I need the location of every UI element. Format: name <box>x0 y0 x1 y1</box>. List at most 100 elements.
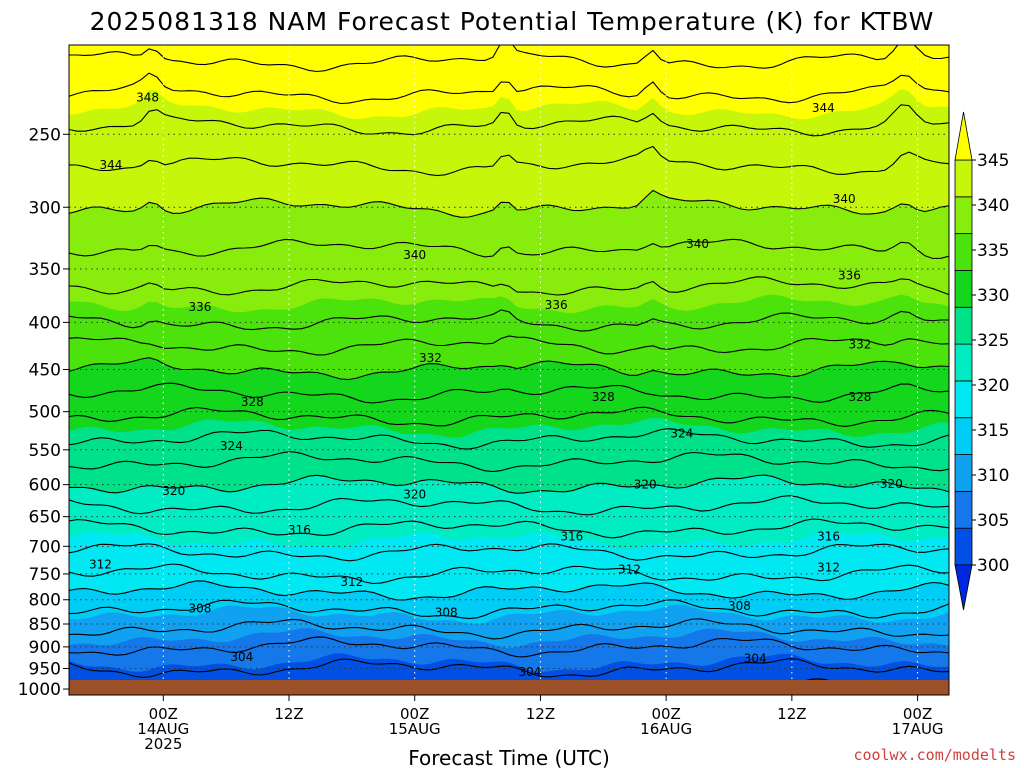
isentrope-302 <box>69 658 949 678</box>
y-axis: 250 300 350 400 450 500 550 600 650 700 750 800 850 9… <box>18 125 69 700</box>
y-tick-label: 350 <box>29 260 61 280</box>
colorbar-tick-label: 335 <box>977 241 1009 261</box>
contour-label: 320 <box>162 484 185 498</box>
contour-label: 316 <box>288 523 311 537</box>
credit-text: coolwx.com/modelts <box>853 746 1016 764</box>
contour-label: 344 <box>99 158 122 172</box>
isentrope-328 <box>69 382 949 404</box>
contour-labels: 348 344 344 340 340 340 336 336 336 332 332 328 328 3… <box>89 90 903 679</box>
y-tick-label: 650 <box>29 508 61 528</box>
x-tick-label: 17AUG <box>892 720 944 738</box>
contour-label: 304 <box>230 650 253 664</box>
y-tick-label: 550 <box>29 441 61 461</box>
x-tick-label: 00Z <box>651 705 680 723</box>
isentrope-314 <box>69 543 949 562</box>
colorbar-box <box>954 527 973 566</box>
contour-label: 308 <box>435 606 458 620</box>
colorbar-box <box>954 196 973 235</box>
colorbar-tick-label: 325 <box>977 331 1009 351</box>
isentrope-342 <box>69 145 949 177</box>
isentrope-326 <box>69 406 949 427</box>
isentrope-330 <box>69 357 949 381</box>
colorbar-extend-max <box>954 111 973 161</box>
isentrope-312 <box>69 563 949 585</box>
colorbar-box <box>954 270 973 308</box>
contour-label: 328 <box>241 395 264 409</box>
colorbar-extend-min <box>954 564 973 611</box>
contour-label: 324 <box>670 426 693 440</box>
contour-label: 328 <box>592 390 615 404</box>
colorbar-box <box>954 454 973 492</box>
y-tick-label: 950 <box>29 660 61 680</box>
contour-label: 308 <box>728 599 751 613</box>
contour-label: 312 <box>89 558 112 572</box>
y-tick-label: 400 <box>29 313 61 333</box>
isentrope-304 <box>69 636 949 658</box>
isentrope-346 <box>69 72 949 105</box>
contour-label: 340 <box>833 192 856 206</box>
y-tick-label: 1000 <box>18 680 61 700</box>
contour-label: 308 <box>188 602 211 616</box>
x-tick-label: 12Z <box>526 705 555 723</box>
isentrope-334 <box>69 309 949 332</box>
colorbar-box <box>954 343 973 382</box>
colorbar: 345 340 335 330 325 320 315 310 305 300 <box>954 111 1009 611</box>
x-tick-label: 14AUG <box>137 720 189 738</box>
isentrope-306 <box>69 618 949 640</box>
contour-label: 304 <box>518 665 541 679</box>
contour-label: 344 <box>812 101 835 115</box>
isentrope-316 <box>69 518 949 539</box>
colorbar-box <box>954 233 973 271</box>
y-tick-label: 250 <box>29 125 61 145</box>
terrain-strip <box>69 680 949 695</box>
contour-label: 336 <box>838 269 861 283</box>
isentrope-344 <box>69 104 949 137</box>
contour-label: 324 <box>220 439 243 453</box>
contour-label: 340 <box>403 248 426 262</box>
isentrope-318 <box>69 495 949 516</box>
y-tick-label: 600 <box>29 476 61 496</box>
colorbar-tick-label: 300 <box>977 556 1009 576</box>
contour-lines <box>69 45 949 695</box>
isentrope-332 <box>69 335 949 356</box>
contour-label: 304 <box>744 652 767 666</box>
grid-lines <box>69 45 949 695</box>
x-tick-label: 12Z <box>777 705 806 723</box>
contour-label: 320 <box>880 477 903 491</box>
colorbar-box <box>954 380 973 419</box>
isentrope-322 <box>69 451 949 473</box>
x-tick-label: 2025 <box>144 735 182 753</box>
y-tick-label: 850 <box>29 615 61 635</box>
contour-label: 320 <box>403 488 426 502</box>
x-tick-label: 12Z <box>274 705 303 723</box>
contour-label: 316 <box>560 529 583 543</box>
chart-title: 2025081318 NAM Forecast Potential Temper… <box>90 7 935 36</box>
colorbar-tick-label: 330 <box>977 286 1009 306</box>
y-tick-label: 900 <box>29 638 61 658</box>
colorbar-tick-label: 310 <box>977 466 1009 486</box>
y-tick-label: 700 <box>29 537 61 557</box>
contour-label: 336 <box>545 298 568 312</box>
isentrope-310 <box>69 580 949 601</box>
colorbar-tick-label: 340 <box>977 196 1009 216</box>
colorbar-tick-label: 320 <box>977 376 1009 396</box>
contour-label: 312 <box>618 563 641 577</box>
y-tick-label: 800 <box>29 591 61 611</box>
filled-contours <box>69 45 949 695</box>
contour-label: 316 <box>817 529 840 543</box>
colorbar-tick-label: 315 <box>977 421 1009 441</box>
isentrope-324 <box>69 428 949 450</box>
isentrope-340 <box>69 189 949 218</box>
colorbar-tick-label: 305 <box>977 511 1009 531</box>
y-tick-label: 500 <box>29 403 61 423</box>
y-tick-label: 750 <box>29 565 61 585</box>
contour-label: 320 <box>634 478 657 492</box>
contour-label: 332 <box>848 338 871 352</box>
isentrope-308 <box>69 599 949 620</box>
x-axis-label: Forecast Time (UTC) <box>408 746 610 768</box>
colorbar-box <box>954 417 973 455</box>
x-tick-label: 16AUG <box>640 720 692 738</box>
contour-label: 332 <box>419 351 442 365</box>
x-tick-label: 15AUG <box>389 720 441 738</box>
